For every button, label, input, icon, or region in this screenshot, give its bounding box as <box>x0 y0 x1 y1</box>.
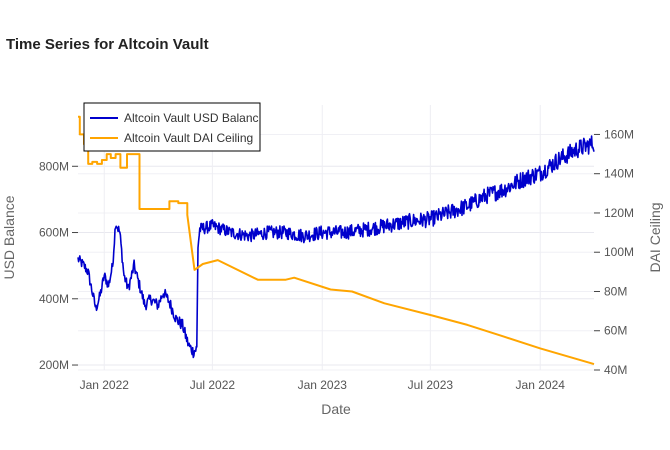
x-tick-label: Jul 2022 <box>190 378 236 392</box>
y-left-axis-label: USD Balance <box>1 195 17 279</box>
y-left-tick-label: 600M <box>39 226 69 240</box>
y-right-tick-label: 80M <box>604 284 627 298</box>
y-right-tick-label: 140M <box>604 167 634 181</box>
x-tick-label: Jan 2024 <box>516 378 566 392</box>
legend-label: Altcoin Vault USD Balanc <box>124 111 259 125</box>
y-right-tick-label: 120M <box>604 206 634 220</box>
series-line-usd-balance <box>77 135 595 359</box>
series-line-dai-ceiling <box>78 115 595 366</box>
legend-label: Altcoin Vault DAI Ceiling <box>124 131 253 145</box>
y-left-tick-label: 800M <box>39 159 69 173</box>
y-right-tick-label: 100M <box>604 245 634 259</box>
x-axis-label: Date <box>321 401 351 417</box>
legend-box <box>83 102 261 152</box>
y-right-axis-label: DAI Ceiling <box>647 202 663 272</box>
x-tick-label: Jul 2023 <box>408 378 454 392</box>
y-left-tick-label: 400M <box>39 292 69 306</box>
chart-title: Time Series for Altcoin Vault <box>6 36 209 53</box>
y-right-tick-label: 160M <box>604 127 634 141</box>
x-tick-label: Jan 2023 <box>298 378 348 392</box>
y-right-tick-label: 60M <box>604 324 627 338</box>
y-left-tick-label: 200M <box>39 358 69 372</box>
x-tick-label: Jan 2022 <box>80 378 130 392</box>
y-right-tick-label: 40M <box>604 363 627 377</box>
